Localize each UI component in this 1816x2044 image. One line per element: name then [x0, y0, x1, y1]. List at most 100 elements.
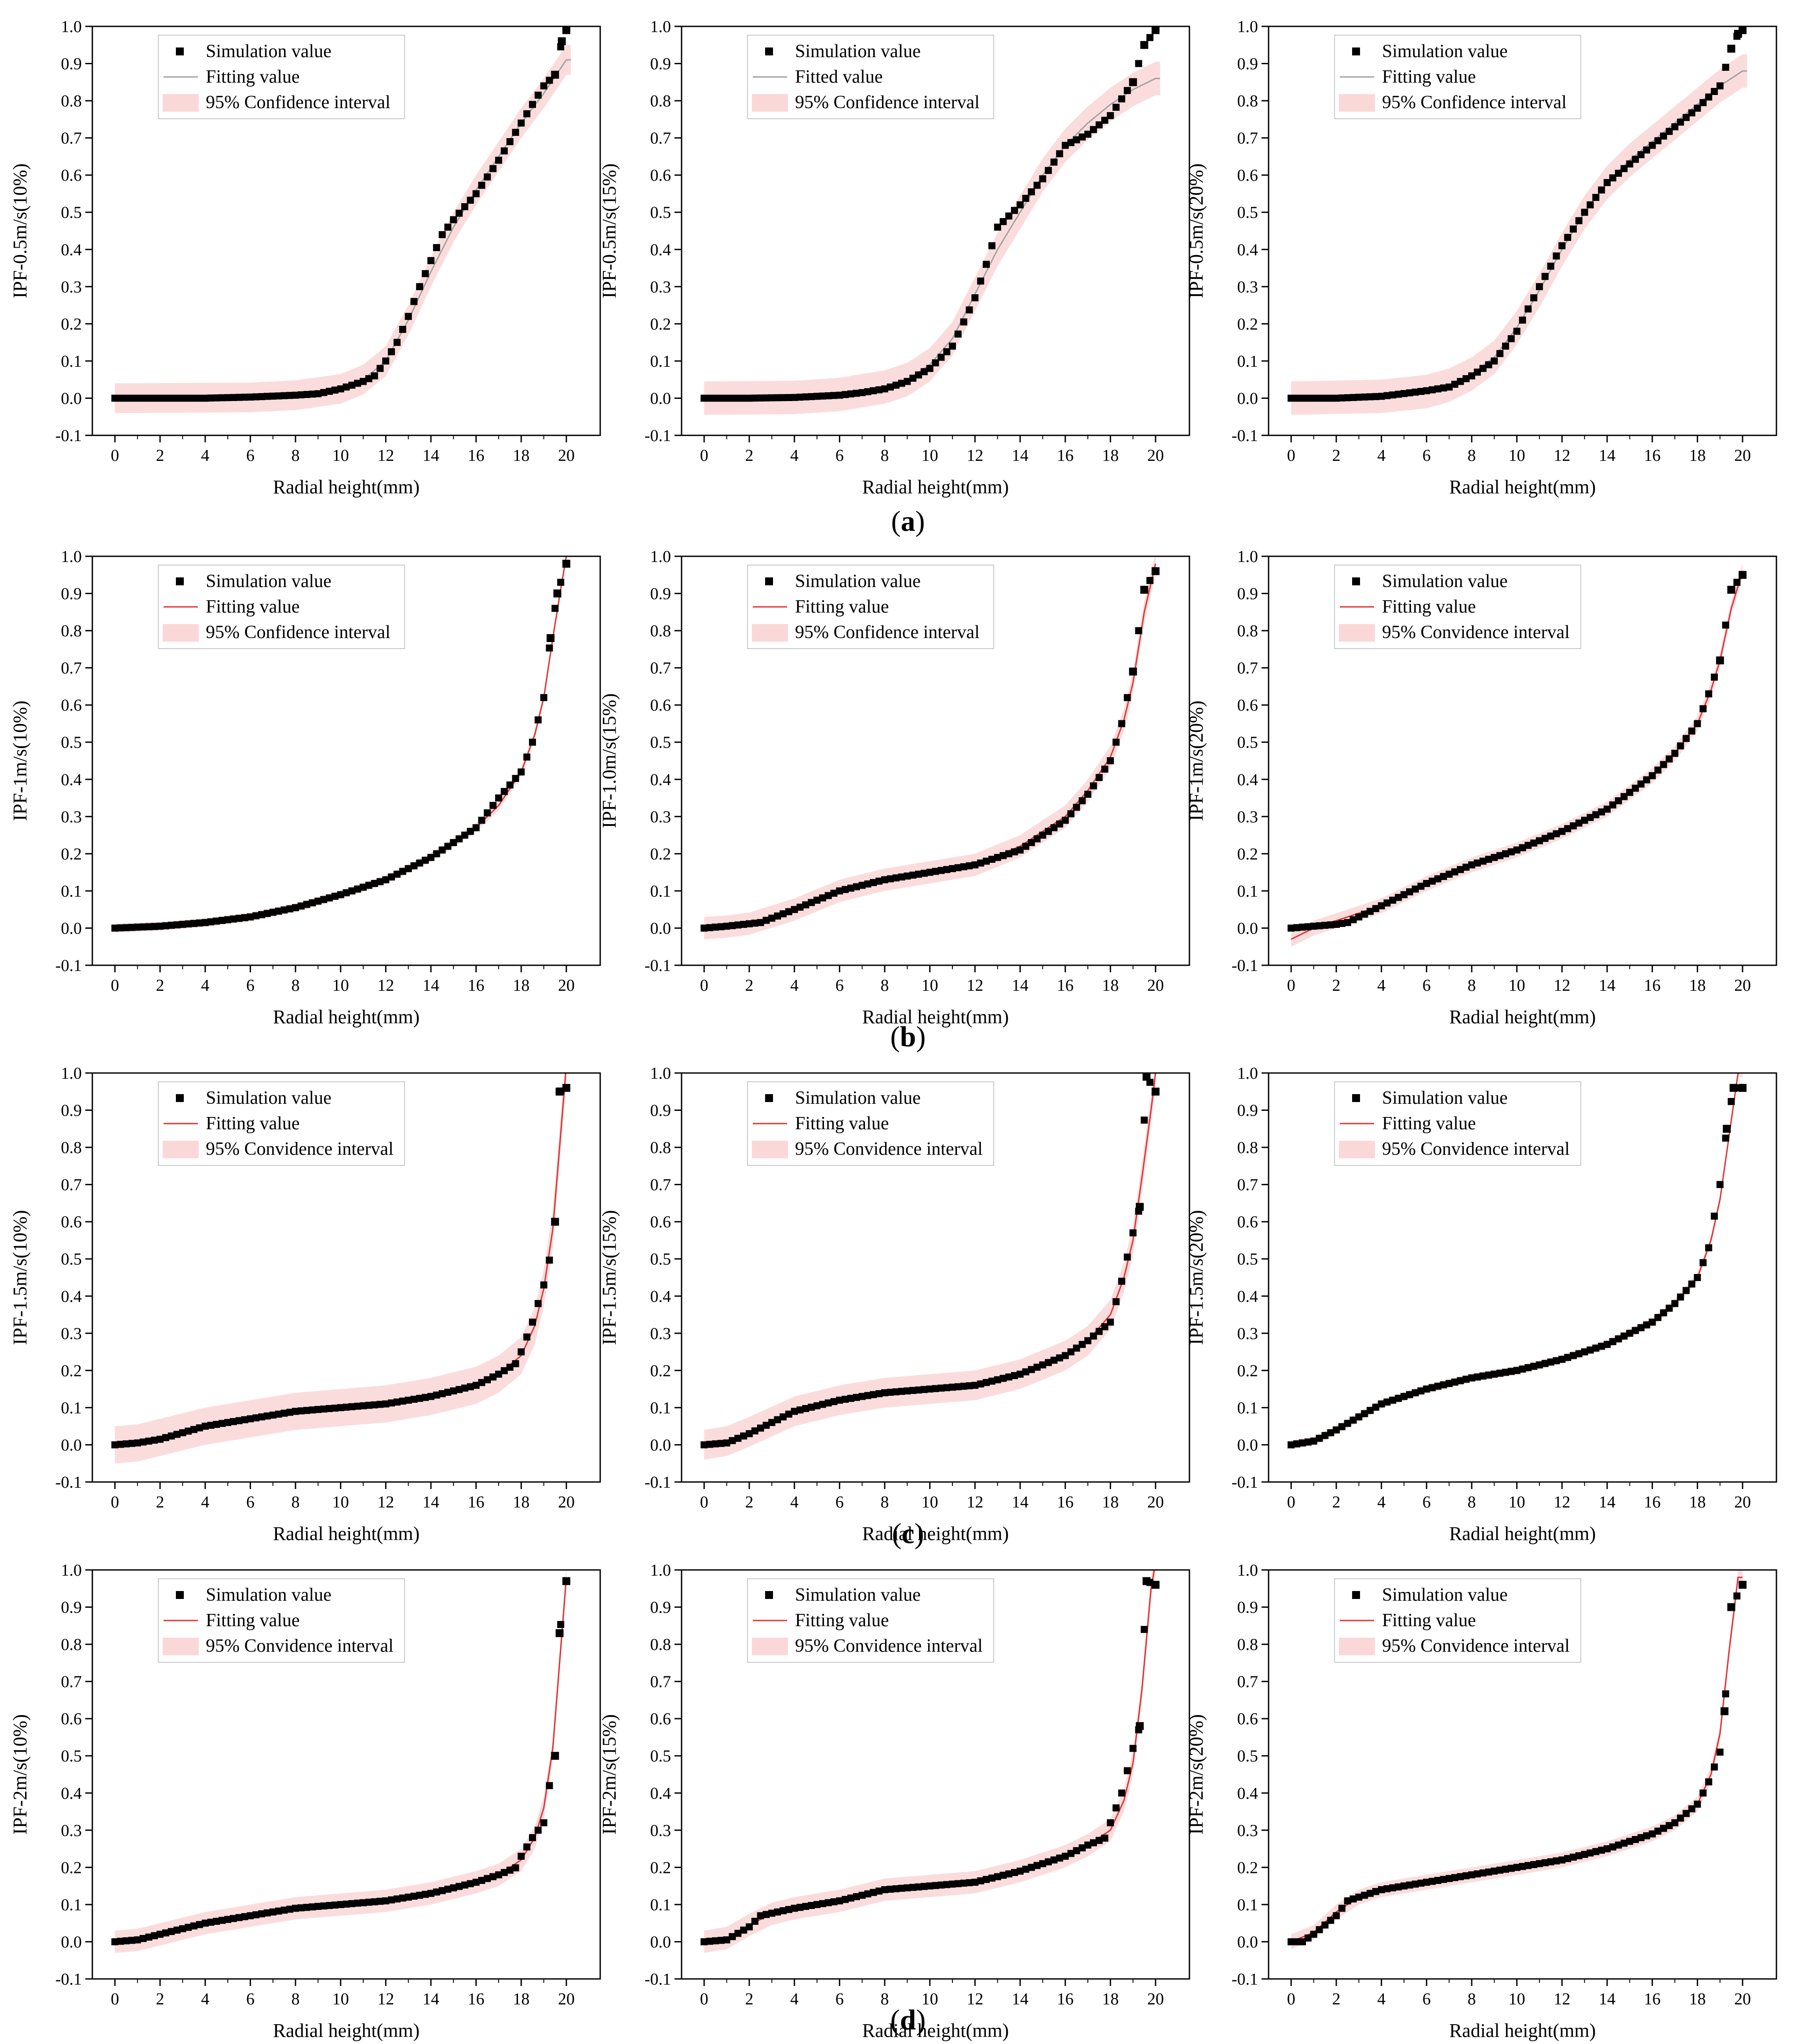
- x-tick-label: 8: [881, 446, 889, 465]
- y-tick-label: -0.1: [645, 1970, 671, 1989]
- x-tick-label: 10: [1509, 976, 1525, 995]
- y-tick-label: 0.8: [61, 1139, 82, 1157]
- y-tick-label: 0.0: [1237, 919, 1258, 938]
- y-tick-label: 0.6: [1237, 1710, 1258, 1728]
- data-point: [1598, 1847, 1605, 1854]
- data-point: [740, 1432, 748, 1440]
- data-point: [909, 1387, 917, 1394]
- data-point: [915, 1386, 922, 1394]
- data-point: [157, 1931, 164, 1938]
- data-point: [1626, 160, 1634, 168]
- data-point: [461, 832, 468, 839]
- data-point: [892, 874, 900, 882]
- data-point: [230, 1418, 237, 1425]
- x-axis-label: Radial height(mm): [273, 1006, 420, 1028]
- data-point: [858, 1393, 866, 1400]
- data-point: [500, 1367, 508, 1374]
- data-point: [224, 394, 231, 402]
- legend-box: [1334, 565, 1581, 649]
- data-point: [478, 1379, 485, 1386]
- data-point: [994, 854, 1001, 861]
- data-point: [977, 1877, 985, 1884]
- data-point: [1722, 1690, 1729, 1697]
- data-point: [1429, 1878, 1436, 1885]
- data-point: [1688, 1805, 1696, 1813]
- data-point: [1524, 842, 1532, 849]
- data-point: [1039, 832, 1047, 839]
- y-tick-label: 0.6: [650, 1213, 671, 1231]
- data-point: [196, 1424, 203, 1431]
- y-tick-label: 0.8: [1237, 622, 1258, 640]
- data-point: [751, 394, 758, 402]
- data-point: [1513, 1367, 1521, 1374]
- data-point: [740, 921, 748, 928]
- y-tick-label: 0.5: [61, 1747, 82, 1766]
- data-point: [1530, 294, 1538, 302]
- data-point: [235, 394, 243, 401]
- data-point: [734, 1930, 742, 1937]
- data-point: [343, 383, 350, 391]
- data-point: [1473, 859, 1481, 867]
- data-point: [1637, 1324, 1645, 1332]
- data-point: [382, 1400, 390, 1408]
- legend-marker-icon: [1352, 1591, 1360, 1599]
- data-point: [500, 788, 508, 795]
- data-point: [1694, 720, 1701, 727]
- chart-5: 0 2 4 6 8 10 12 14 16 18 20 -0.1 0.0 0.1 0.2 0.3 0.4 0.5 0…: [1185, 548, 1777, 1028]
- data-point: [1406, 888, 1413, 895]
- data-point: [1333, 921, 1340, 928]
- data-point: [1564, 1855, 1572, 1862]
- x-tick-label: 18: [1102, 446, 1119, 465]
- x-tick-label: 12: [966, 976, 983, 995]
- data-point: [275, 392, 282, 400]
- data-point: [1061, 1853, 1069, 1860]
- legend-band-icon: [163, 1141, 199, 1158]
- y-tick-label: 0.3: [61, 278, 82, 296]
- data-point: [388, 873, 395, 881]
- data-point: [263, 1909, 271, 1916]
- y-tick-label: 0.2: [61, 315, 82, 333]
- data-point: [1524, 1862, 1532, 1869]
- data-point: [932, 1882, 939, 1889]
- legend-label: Fitting value: [795, 1610, 889, 1631]
- x-axis-label: Radial height(mm): [1449, 1006, 1596, 1028]
- data-point: [1620, 1840, 1628, 1847]
- data-point: [173, 394, 181, 402]
- y-tick-label: 0.9: [650, 585, 671, 603]
- data-point: [1722, 64, 1729, 71]
- data-point: [892, 381, 900, 389]
- x-tick-label: 4: [201, 446, 209, 465]
- data-point: [1451, 1378, 1459, 1386]
- data-point: [438, 1390, 446, 1398]
- legend-box: [158, 1578, 405, 1663]
- data-point: [1586, 814, 1594, 821]
- data-point: [1141, 1117, 1148, 1124]
- data-point: [168, 922, 175, 929]
- data-point: [540, 1281, 547, 1288]
- simulation-markers: [700, 567, 1160, 932]
- y-tick-label: 0.3: [61, 1325, 82, 1343]
- y-tick-label: 0.2: [650, 315, 671, 333]
- data-point: [489, 1873, 497, 1880]
- legend-label: 95% Confidence interval: [1382, 92, 1567, 113]
- data-point: [960, 863, 967, 870]
- chart-4: 0 2 4 6 8 10 12 14 16 18 20 -0.1 0.0 0.1 0.2 0.3 0.4 0.5 0…: [598, 548, 1190, 1028]
- data-point: [1073, 1344, 1080, 1352]
- data-point: [712, 394, 719, 402]
- panel-label-d: (d): [890, 2004, 926, 2036]
- data-point: [1344, 1420, 1351, 1427]
- data-point: [909, 1883, 917, 1891]
- data-point: [1073, 803, 1080, 811]
- data-point: [796, 903, 804, 911]
- data-point: [824, 1399, 832, 1407]
- data-point: [1067, 139, 1075, 146]
- y-tick-label: 0.9: [1237, 1599, 1258, 1617]
- data-point: [1067, 1348, 1075, 1356]
- data-point: [1513, 1864, 1521, 1871]
- data-point: [331, 1405, 339, 1412]
- data-point: [360, 1899, 367, 1906]
- y-tick-label: -0.1: [55, 956, 82, 975]
- data-point: [354, 885, 361, 893]
- data-point: [1152, 1088, 1160, 1096]
- data-point: [1118, 1278, 1125, 1285]
